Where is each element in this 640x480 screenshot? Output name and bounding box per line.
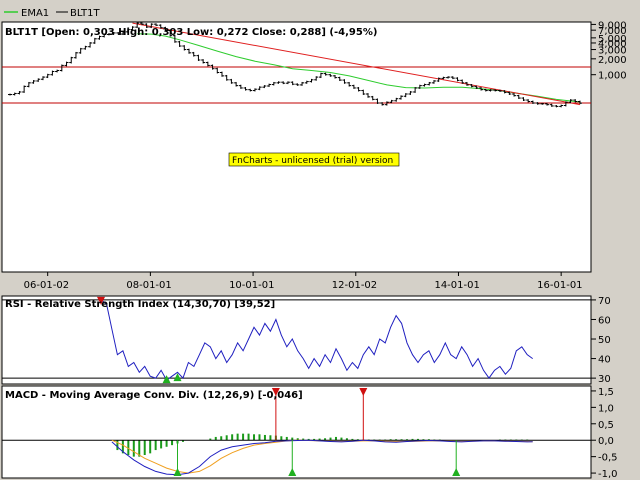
macd-y-axis: 1,5 1,0 0,5 0,0 -0,5 -1,0 <box>591 387 618 480</box>
trendline <box>132 22 581 106</box>
price-x-axis: 06-01-02 08-01-01 10-01-01 12-01-02 14-01-01… <box>24 280 583 291</box>
rsi-y-axis: 70 60 50 40 30 <box>591 296 611 385</box>
price-y-tick-label: 3,000 <box>598 46 627 57</box>
macd-panel: MACD - Moving Average Conv. Div. (12,26,… <box>1 385 618 480</box>
macd-y-tick-label: 0,5 <box>598 420 614 431</box>
macd-main-line <box>111 439 533 476</box>
macd-y-tick-label: -0,5 <box>598 453 618 464</box>
macd-signal-markers <box>173 388 461 476</box>
price-y-tick-label: 2,000 <box>598 55 627 66</box>
macd-y-tick-label: 1,0 <box>598 403 614 414</box>
macd-buy-marker <box>173 468 182 476</box>
price-x-tick-label: 08-01-01 <box>126 280 171 291</box>
macd-title: MACD - Moving Average Conv. Div. (12,26,… <box>5 390 303 401</box>
price-horizontal-lines <box>2 66 591 104</box>
rsi-signal-markers <box>97 296 182 384</box>
rsi-buy-marker <box>173 373 182 382</box>
macd-y-tick-label: -1,0 <box>598 469 618 480</box>
price-y-tick-label: 9,000 <box>598 20 627 31</box>
legend: EMA1 BLT1T <box>0 0 640 22</box>
price-x-tick-label: 16-01-01 <box>537 280 582 291</box>
price-y-tick-label: 4,000 <box>598 39 627 50</box>
rsi-y-tick-label: 50 <box>598 335 611 346</box>
price-y-tick-label: 1,000 <box>598 71 627 82</box>
macd-y-tick-label: 0,0 <box>598 436 614 447</box>
macd-sell-marker <box>359 388 368 396</box>
price-x-tick-label: 06-01-02 <box>24 280 69 291</box>
macd-buy-marker <box>288 468 297 476</box>
rsi-buy-marker <box>162 375 171 384</box>
price-x-tick-label: 12-01-02 <box>332 280 377 291</box>
rsi-panel: RSI - Relative Strength Index (14,30,70)… <box>1 295 611 385</box>
macd-line-path <box>111 439 533 476</box>
watermark-text: FnCharts - unlicensed (trial) version <box>232 156 393 166</box>
watermark: FnCharts - unlicensed (trial) version <box>228 152 400 167</box>
legend-label-blt1t: BLT1T <box>70 8 101 19</box>
rsi-plot-area <box>1 295 592 385</box>
price-panel: BLT1T [Open: 0,303 High: 0,303 Low: 0,27… <box>1 20 627 291</box>
macd-sell-marker <box>271 388 280 396</box>
rsi-line <box>100 299 533 381</box>
rsi-y-tick-label: 30 <box>598 374 611 385</box>
rsi-y-tick-label: 70 <box>598 296 611 307</box>
rsi-sell-marker <box>97 296 106 305</box>
rsi-line-path <box>100 299 533 381</box>
price-bars <box>8 22 582 108</box>
price-title: BLT1T [Open: 0,303 High: 0,303 Low: 0,27… <box>5 27 377 38</box>
macd-y-tick-label: 1,5 <box>598 387 614 398</box>
price-y-tick-label: 7,000 <box>598 26 627 37</box>
price-trendline <box>132 22 581 106</box>
watermark-box <box>228 152 400 167</box>
price-grid <box>47 23 596 276</box>
price-x-tick-label: 14-01-01 <box>434 280 479 291</box>
price-y-tick-label: 5,000 <box>598 34 627 45</box>
rsi-y-tick-label: 40 <box>598 355 611 366</box>
rsi-y-tick-label: 60 <box>598 315 611 326</box>
macd-plot-area <box>1 385 592 479</box>
price-x-tick-label: 10-01-01 <box>229 280 274 291</box>
rsi-title: RSI - Relative Strength Index (14,30,70)… <box>5 299 275 310</box>
legend-label-ema1: EMA1 <box>21 8 49 19</box>
macd-buy-marker <box>452 468 461 476</box>
price-plot-area <box>1 21 592 273</box>
